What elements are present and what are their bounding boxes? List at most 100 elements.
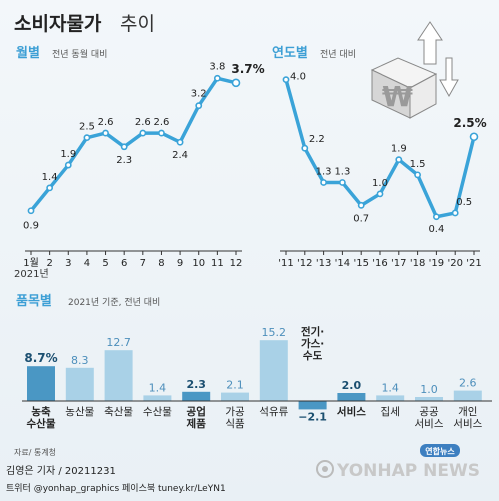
yearly-tick-label: '20 bbox=[447, 258, 462, 269]
bar-value-label: 8.3 bbox=[71, 354, 89, 367]
monthly-data-label: 1.9 bbox=[60, 149, 76, 160]
bar-value-label: 8.7% bbox=[24, 351, 57, 365]
author-text: 김영은 기자 / 20211231 bbox=[6, 465, 116, 477]
bar-category-label: 가스· bbox=[301, 337, 324, 350]
bar-value-label: 1.4 bbox=[149, 381, 167, 394]
bar-value-label: 2.3 bbox=[186, 378, 206, 391]
bar bbox=[298, 401, 327, 410]
yearly-point bbox=[338, 179, 346, 186]
yearly-tick-label: '12 bbox=[297, 258, 312, 269]
bar-category-label: 수도 bbox=[303, 350, 323, 362]
chart-subtitle: 추이 bbox=[120, 13, 155, 35]
monthly-point bbox=[46, 184, 54, 192]
yearly-data-label: 0.7 bbox=[353, 213, 369, 224]
yearly-data-label: 1.3 bbox=[334, 166, 350, 177]
logo-emblem-dot bbox=[322, 466, 328, 472]
yearly-data-label: 1.9 bbox=[391, 144, 407, 155]
monthly-section-label: 월별 bbox=[16, 45, 40, 61]
bar-category-label: 수산물 bbox=[143, 406, 172, 418]
bar-value-label: 1.0 bbox=[420, 383, 438, 396]
bar-category-label: 농산물 bbox=[65, 406, 94, 418]
monthly-point bbox=[64, 161, 72, 169]
yearly-point bbox=[395, 156, 403, 164]
monthly-tick-label: 6 bbox=[121, 258, 127, 269]
yearly-data-label: 2.2 bbox=[309, 134, 325, 145]
yearly-data-label: 1.0 bbox=[372, 178, 388, 189]
arrow-up-icon bbox=[417, 21, 443, 65]
monthly-data-label: 2.3 bbox=[116, 155, 132, 166]
yearly-data-label: 0.4 bbox=[428, 224, 444, 235]
monthly-year-label: 2021년 bbox=[14, 268, 49, 280]
yearly-point bbox=[301, 144, 309, 152]
bar bbox=[453, 390, 482, 401]
monthly-point bbox=[139, 129, 147, 137]
bar-value-label: 2.6 bbox=[459, 377, 477, 390]
monthly-note: 전년 동월 대비 bbox=[52, 48, 107, 60]
logo-small-text: 연합뉴스 bbox=[425, 446, 455, 456]
monthly-point bbox=[231, 78, 241, 88]
monthly-series-line bbox=[29, 76, 237, 212]
bar bbox=[337, 393, 366, 401]
social-text: 트위터 @yonhap_graphics 페이스북 tuney.kr/LeYN1 bbox=[6, 483, 226, 494]
yearly-point bbox=[469, 132, 479, 142]
bar-category-label: 공공 bbox=[419, 406, 439, 418]
monthly-data-label: 0.9 bbox=[23, 221, 39, 232]
yearly-tick-label: '15 bbox=[353, 258, 368, 269]
monthly-tick-label: 11 bbox=[211, 258, 224, 269]
won-sign-icon: ₩ bbox=[382, 80, 413, 113]
yearly-tick-label: '18 bbox=[410, 258, 425, 269]
bar-category-label: 수산물 bbox=[27, 417, 56, 430]
monthly-line-chart: 1월 0.9 2 1.4 3 1.9 4 2.5 5 2.6 6 2.3 7 2.6 8 2.6 9 2.4 10 3… bbox=[23, 61, 265, 269]
bar-value-label: 12.7 bbox=[106, 336, 131, 349]
monthly-data-label: 3.8 bbox=[209, 61, 225, 72]
monthly-data-label: 2.6 bbox=[154, 117, 170, 128]
monthly-tick-label: 8 bbox=[158, 258, 164, 269]
bar-value-label: −2.1 bbox=[298, 410, 327, 423]
bar bbox=[182, 391, 211, 401]
yearly-point bbox=[357, 201, 365, 209]
monthly-data-label: 3.2 bbox=[191, 89, 207, 100]
yearly-tick-label: '11 bbox=[278, 258, 293, 269]
source-text: 자료/ 통계청 bbox=[14, 447, 56, 457]
bar-category-label: 식품 bbox=[225, 418, 245, 430]
yearly-point bbox=[432, 213, 440, 221]
bar-value-label: 2.1 bbox=[226, 379, 244, 392]
bar-category-label: 축산물 bbox=[104, 406, 133, 418]
bar-category-label: 가공 bbox=[225, 406, 245, 418]
arrow-down-icon bbox=[439, 57, 459, 98]
bar bbox=[65, 367, 94, 401]
bar bbox=[221, 392, 249, 401]
monthly-tick-label: 2 bbox=[46, 258, 52, 269]
yearly-data-label: 2.5% bbox=[453, 116, 486, 130]
bar bbox=[415, 397, 443, 401]
yearly-tick-label: '21 bbox=[466, 258, 481, 269]
monthly-point bbox=[120, 143, 128, 151]
monthly-point bbox=[83, 134, 91, 142]
monthly-point bbox=[195, 102, 203, 110]
yearly-data-label: 4.0 bbox=[290, 72, 306, 83]
yearly-tick-label: '19 bbox=[429, 258, 444, 269]
monthly-point bbox=[158, 129, 165, 137]
bar-category-label: 서비스 bbox=[415, 418, 444, 430]
items-bar-chart: 8.7%농축수산물8.3농산물12.7축산물1.4수산물2.3공업제품2.1가공… bbox=[22, 325, 492, 430]
bar-value-label: 15.2 bbox=[262, 326, 287, 339]
yearly-tick-label: '14 bbox=[335, 258, 350, 269]
yearly-section-label: 연도별 bbox=[272, 45, 308, 61]
monthly-tick-label: 7 bbox=[140, 258, 146, 269]
bar-category-label: 공업 bbox=[187, 405, 206, 418]
chart-title: 소비자물가 bbox=[14, 13, 102, 35]
logo-emblem-icon bbox=[316, 460, 334, 478]
monthly-point bbox=[27, 207, 35, 215]
bar-category-label: 농축 bbox=[31, 405, 51, 418]
monthly-tick-label: 10 bbox=[192, 258, 205, 269]
bar-category-label: 석유류 bbox=[259, 406, 288, 418]
yearly-data-label: 1.3 bbox=[316, 166, 332, 177]
yonhap-logo: 연합뉴스 YONHAP NEWS bbox=[316, 444, 480, 481]
bar bbox=[259, 340, 288, 401]
monthly-tick-label: 5 bbox=[102, 258, 108, 269]
yearly-data-label: 1.5 bbox=[410, 159, 426, 170]
bar-category-label: 전기· bbox=[301, 325, 324, 338]
yearly-point bbox=[320, 179, 327, 186]
